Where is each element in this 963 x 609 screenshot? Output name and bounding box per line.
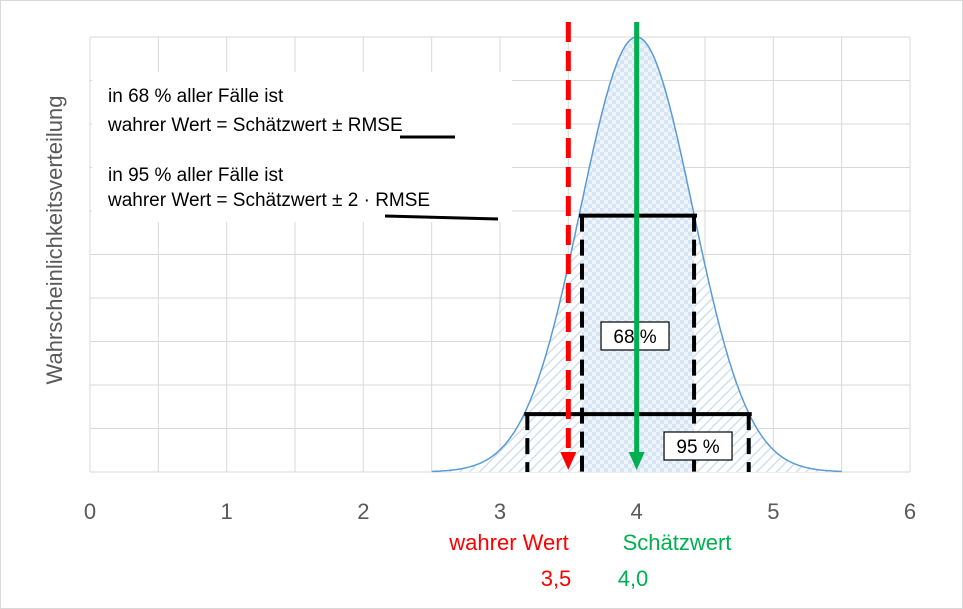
x-tick-label: 5	[767, 499, 779, 524]
annotation-formula-68-prefix: wahrer Wert = Schätzwert ±	[107, 115, 348, 136]
annotation-line-95: in 95 % aller Fälle ist	[108, 165, 284, 186]
annotation-rmse: RMSE	[348, 115, 403, 136]
y-axis-label: Wahrscheinlichkeitsverteilung	[42, 96, 67, 385]
annotation-formula-68: wahrer Wert = Schätzwert ± RMSE	[107, 115, 403, 136]
marker-labels: wahrer Wert 3,5 Schätzwert 4,0	[448, 530, 731, 591]
x-tick-label: 1	[221, 499, 233, 524]
marker-arrowhead	[560, 452, 577, 470]
underline-2rmse	[384, 214, 499, 221]
annotation-formula-95: wahrer Wert = Schätzwert ± 2 · RMSE	[107, 190, 430, 211]
x-tick-label: 2	[357, 499, 369, 524]
marker-value: 4,0	[618, 566, 649, 591]
value-markers	[560, 22, 645, 470]
marker-name: Schätzwert	[623, 530, 732, 555]
annotation-formula-95-prefix: wahrer Wert = Schätzwert	[107, 190, 332, 211]
marker-0	[560, 22, 577, 470]
marker-arrowhead	[628, 452, 645, 470]
x-tick-label: 4	[631, 499, 643, 524]
marker-name: wahrer Wert	[448, 530, 568, 555]
interval-boxes: 68 %95 %	[524, 213, 752, 472]
x-tick-label: 6	[904, 499, 916, 524]
interval-label-box	[663, 431, 733, 461]
interval-label: 95 %	[676, 437, 719, 458]
marker-1	[628, 22, 645, 470]
x-tick-label: 3	[494, 499, 506, 524]
annotation-box: in 68 % aller Fälle ist wahrer Wert = Sc…	[92, 72, 512, 222]
x-axis-ticks: 0 1 2 3 4 5 6	[84, 499, 916, 524]
annotation-line-68: in 68 % aller Fälle ist	[108, 86, 284, 107]
annotation-2rmse: ± 2 · RMSE	[332, 190, 430, 211]
marker-value: 3,5	[541, 566, 572, 591]
x-tick-label: 0	[84, 499, 96, 524]
